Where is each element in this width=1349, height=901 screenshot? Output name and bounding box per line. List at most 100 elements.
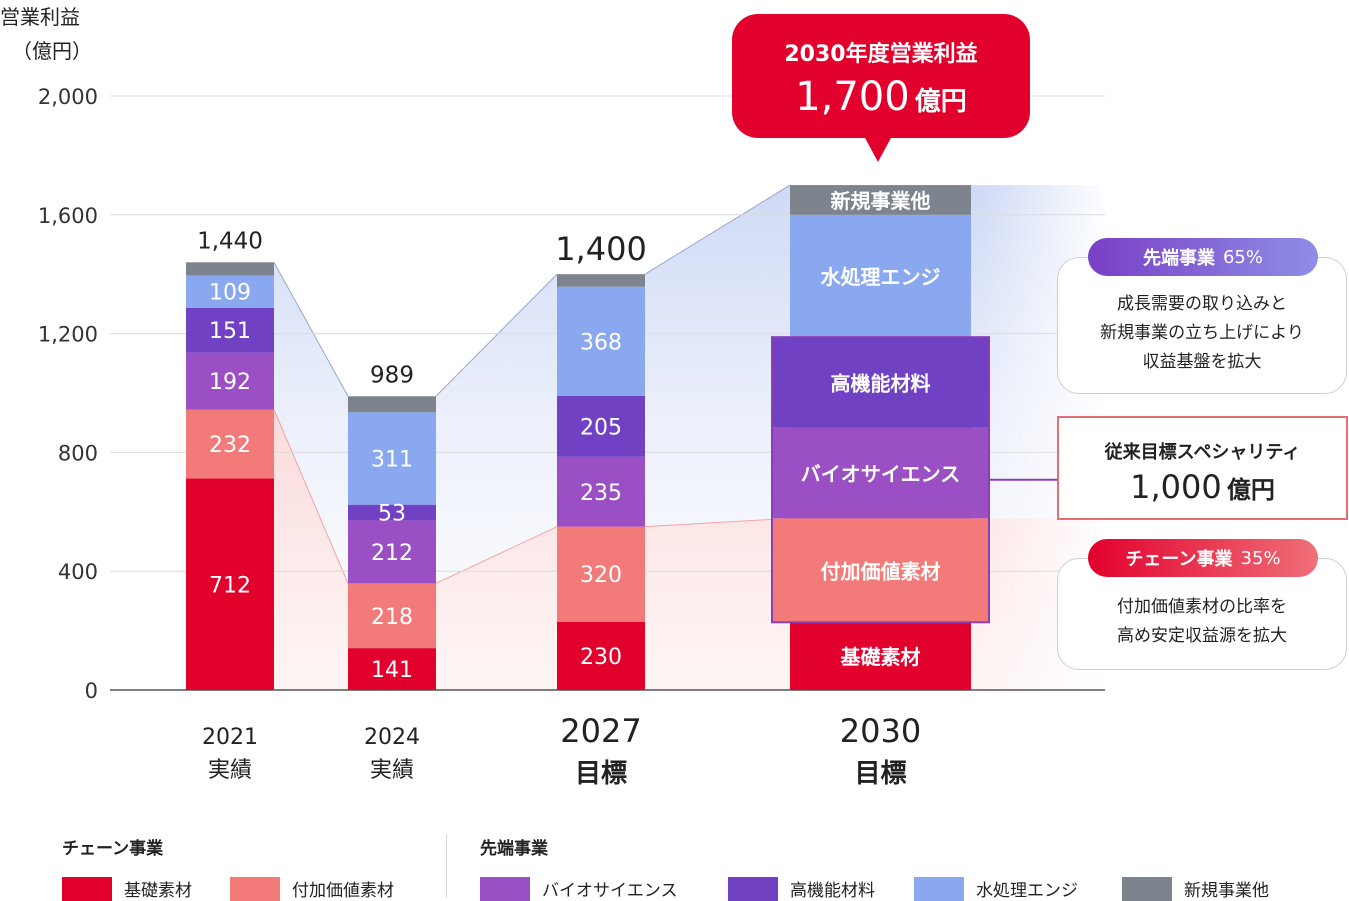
advanced-business-pill: 先端事業 65% [1088,238,1318,276]
y-tick-label: 800 [58,441,98,465]
bar-segment [186,478,274,690]
bar-segment [186,409,274,479]
bar-segment-label: バイオサイエンス [801,462,960,486]
target-amount: 1,700 [795,74,910,120]
bar-segment [557,395,645,457]
bar-segment-label: 235 [580,481,622,506]
bar-segment-label: 151 [209,319,251,344]
x-category-sub: 目標 [854,759,906,789]
bar-segment [186,262,274,276]
legend-swatch [1122,876,1172,901]
chain-connector-line [273,409,349,584]
bar-segment-label: 712 [209,573,251,598]
chain-pill-pct: 35% [1240,547,1281,569]
bar-segment-label: 368 [580,330,622,355]
y-tick-label: 2,000 [38,85,98,109]
bar-segment-label: 141 [371,658,413,683]
x-category-year: 2021 [202,725,258,750]
specialty-amount: 1,000 [1130,468,1222,506]
bar-segment [557,621,645,690]
legend-swatch [728,876,778,901]
bar-segment-label: 320 [580,563,622,588]
chain-line-1: 付加価値素材の比率を [1117,597,1287,617]
legend-item-basic-materials: 基礎素材 [62,876,192,901]
specialty-target-box: 従来目標スペシャリティ 1,000 億円 [1057,416,1348,520]
chain-line-2: 高め安定収益源を拡大 [1117,626,1287,646]
bar-segment-label: 232 [209,433,251,458]
bar-segment-label: 高機能材料 [831,371,931,395]
legend-swatch [914,876,964,901]
bar-segment [790,185,971,215]
chain-callout-text: 付加価値素材の比率を 高め安定収益源を拡大 [1058,593,1346,651]
bar-segment [186,275,274,308]
legend-swatch [62,876,112,901]
legend-advanced-title: 先端事業 [480,839,548,859]
bar-segment [557,274,645,287]
specialty-segment [772,337,989,428]
y-tick-label: 400 [58,560,98,584]
y-axis-label: 営業利益 [0,5,80,29]
total-connector-line [435,273,558,397]
x-category-sub: 実績 [208,758,252,783]
specialty-segment [772,427,989,519]
y-axis-title: 営業利益 （億円） [0,0,92,68]
bar-total-label: 1,400 [555,230,647,268]
bar-segment-label: 192 [209,370,251,395]
target-bubble-tail [864,136,892,162]
target-2030-bubble: 2030年度営業利益 1,700 億円 [732,14,1030,138]
legend-item-bioscience: バイオサイエンス [480,876,678,901]
bar-segment [348,583,436,649]
bar-segment-label: 212 [371,541,413,566]
bar-segment [348,412,436,505]
specialty-title: 従来目標スペシャリティ [1104,442,1301,463]
bar-segment-label: 水処理エンジ [821,265,941,289]
bar-segment [790,214,971,338]
legend-item-high-performance-materials: 高機能材料 [728,876,875,901]
advanced-business-callout: 先端事業 65% 成長需要の取り込みと 新規事業の立ち上げにより 収益基盤を拡大 [1057,238,1347,394]
bar-segment [348,504,436,521]
specialty-segment [772,518,989,623]
advanced-pill-pct: 65% [1222,246,1263,268]
legend-label: 付加価値素材 [292,881,394,901]
stacked-bar-chart: 0 400 800 1,200 1,600 2,000 712 232 192 151 109 1,… [38,85,1110,789]
chain-business-pill: チェーン事業 35% [1088,539,1318,577]
bar-segment-label: 基礎素材 [841,645,921,669]
chain-connector-line [644,517,791,528]
target-title: 2030年度営業利益 [784,42,978,67]
x-category-year: 2030 [840,712,921,750]
bar-segment-label: 218 [371,605,413,630]
bar-segment [186,307,274,353]
y-tick-label: 0 [85,679,98,703]
x-category-year: 2024 [364,725,420,750]
advanced-line-2: 新規事業の立ち上げにより [1100,323,1304,343]
chain-connector-line [435,526,558,584]
total-connector-line [644,184,791,275]
bar-segment [557,526,645,622]
bar-segment-label: 新規事業他 [831,189,931,213]
legend-item-value-added-materials: 付加価値素材 [230,876,394,901]
chain-business-callout: チェーン事業 35% 付加価値素材の比率を 高め安定収益源を拡大 [1057,539,1347,670]
bar-total-label: 989 [370,362,414,388]
legend-swatch [230,876,280,901]
advanced-pill-title: 先端事業 [1142,248,1215,269]
specialty-unit: 億円 [1226,476,1275,504]
target-value: 1,700 億円 [732,74,1030,120]
bar-segment-label: 53 [378,502,406,527]
legend-divider [446,834,447,898]
legend-label: 新規事業他 [1184,881,1269,901]
bar-segment [348,520,436,584]
bar-segment [557,286,645,396]
y-tick-label: 1,600 [38,204,98,228]
x-category-sub: 実績 [370,758,414,783]
y-tick-label: 1,200 [38,323,98,347]
bar-segment [348,648,436,690]
legend-swatch [480,876,530,901]
bar-segment [348,396,436,413]
bar-segment-label: 230 [580,645,622,670]
advanced-callout-text: 成長需要の取り込みと 新規事業の立ち上げにより 収益基盤を拡大 [1058,290,1346,377]
legend-label: 基礎素材 [124,881,192,901]
bar-segment-label: 205 [580,415,622,440]
bar-total-label: 1,440 [197,228,263,254]
legend-label: 水処理エンジ [976,881,1078,901]
total-connector-line [273,262,349,397]
